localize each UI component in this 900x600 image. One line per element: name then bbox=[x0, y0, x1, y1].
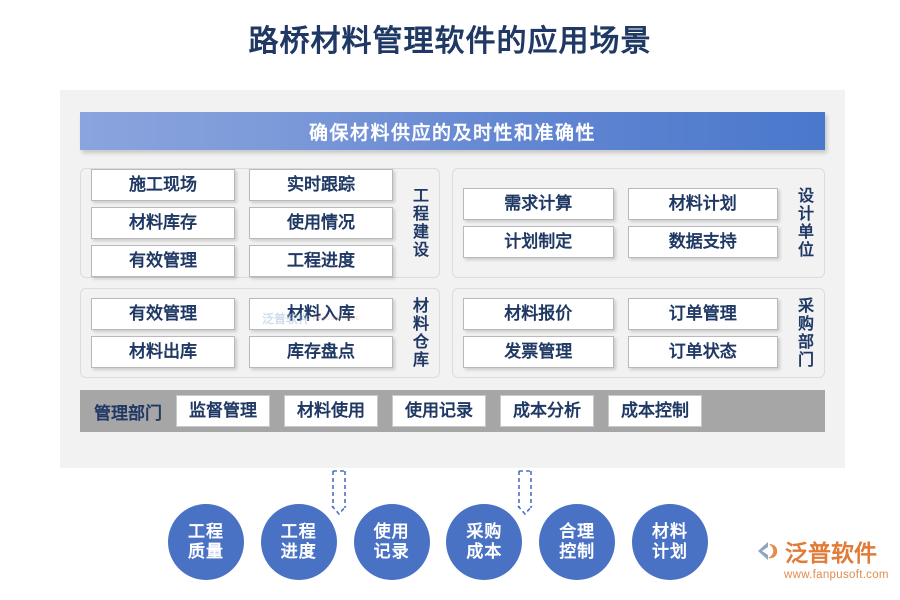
group-cells: 材料报价 订单管理 发票管理 订单状态 bbox=[453, 292, 786, 374]
cell-item[interactable]: 有效管理 bbox=[91, 298, 235, 330]
outcome-line-1: 材料 bbox=[651, 521, 688, 541]
outcome-line-1: 采购 bbox=[466, 521, 503, 541]
group-box-design-institute: 需求计算 材料计划 计划制定 数据支持 设计单位 bbox=[452, 168, 825, 278]
group-side-label: 采购部门 bbox=[795, 297, 812, 369]
outcome-circle[interactable]: 采购 成本 bbox=[446, 504, 523, 580]
cell-row: 发票管理 订单状态 bbox=[463, 336, 778, 368]
outcome-line-2: 记录 bbox=[373, 542, 410, 561]
cell-row: 施工现场 实时跟踪 bbox=[91, 169, 393, 201]
page-title: 路桥材料管理软件的应用场景 bbox=[248, 25, 652, 58]
group-cells: 需求计算 材料计划 计划制定 数据支持 bbox=[453, 182, 786, 264]
group-box-procurement-department: 材料报价 订单管理 发票管理 订单状态 采购部门 bbox=[452, 288, 825, 378]
diagram-panel: 确保材料供应的及时性和准确性 施工现场 实时跟踪 材料库存 使用情况 有效管理 … bbox=[60, 90, 845, 468]
cell-item[interactable]: 材料出库 bbox=[91, 336, 235, 368]
cell-item[interactable]: 订单管理 bbox=[627, 298, 778, 330]
cell-item[interactable]: 实时跟踪 bbox=[249, 169, 393, 201]
outcome-circle[interactable]: 工程 进度 bbox=[260, 504, 337, 580]
cell-item[interactable]: 计划制定 bbox=[463, 226, 614, 258]
outcome-circles: 工程 质量 工程 进度 使用 记录 采购 成本 合理 控制 材料 计划 bbox=[168, 498, 708, 586]
cell-item[interactable]: 施工现场 bbox=[91, 169, 235, 201]
outcome-line-2: 计划 bbox=[651, 542, 688, 561]
brand-url: www.fanpusoft.com bbox=[784, 569, 889, 581]
cell-row: 需求计算 材料计划 bbox=[463, 188, 778, 220]
cell-row: 有效管理 工程进度 bbox=[91, 245, 393, 277]
group-side-label: 材料仓库 bbox=[410, 297, 427, 369]
group-side-label: 设计单位 bbox=[795, 187, 812, 259]
watermark: 泛普软件 FANPU SOFTWARE bbox=[262, 310, 359, 327]
cell-item[interactable]: 使用情况 bbox=[249, 207, 393, 239]
management-bar-item[interactable]: 成本控制 bbox=[608, 395, 702, 427]
cell-item[interactable]: 材料报价 bbox=[463, 298, 614, 330]
outcome-line-1: 合理 bbox=[559, 521, 596, 541]
cell-item[interactable]: 需求计算 bbox=[463, 188, 614, 220]
brand-logo: 泛普软件 www.fanpusoft.com bbox=[756, 534, 892, 588]
cell-row: 计划制定 数据支持 bbox=[463, 226, 778, 258]
dashed-arrow-left-icon bbox=[331, 470, 347, 516]
cell-row: 材料出库 库存盘点 bbox=[91, 336, 393, 368]
outcome-line-1: 使用 bbox=[373, 521, 410, 541]
outcome-circle[interactable]: 材料 计划 bbox=[631, 504, 708, 580]
brand-logo-top: 泛普软件 bbox=[756, 534, 877, 568]
outcome-circle[interactable]: 合理 控制 bbox=[539, 504, 616, 580]
outcome-line-1: 工程 bbox=[280, 521, 317, 541]
cell-item[interactable]: 材料入库 bbox=[249, 298, 393, 330]
watermark-text: 泛普软件 bbox=[262, 312, 311, 326]
banner-headline: 确保材料供应的及时性和准确性 bbox=[80, 112, 825, 150]
cell-item[interactable]: 库存盘点 bbox=[249, 336, 393, 368]
management-bar-item[interactable]: 成本分析 bbox=[500, 395, 594, 427]
management-bar-item[interactable]: 监督管理 bbox=[176, 395, 270, 427]
cell-item[interactable]: 订单状态 bbox=[627, 336, 778, 368]
outcome-line-2: 成本 bbox=[466, 542, 503, 561]
watermark-subtext: FANPU SOFTWARE bbox=[313, 315, 360, 322]
group-cells: 施工现场 实时跟踪 材料库存 使用情况 有效管理 工程进度 bbox=[81, 163, 401, 283]
group-box-engineering-construction: 施工现场 实时跟踪 材料库存 使用情况 有效管理 工程进度 工程建设 bbox=[80, 168, 440, 278]
management-bar-label: 管理部门 bbox=[94, 403, 162, 423]
cell-item[interactable]: 数据支持 bbox=[627, 226, 778, 258]
cell-item[interactable]: 发票管理 bbox=[463, 336, 614, 368]
cell-item[interactable]: 有效管理 bbox=[91, 245, 235, 277]
cell-row: 材料库存 使用情况 bbox=[91, 207, 393, 239]
outcome-line-2: 质量 bbox=[188, 542, 224, 561]
dashed-arrow-right-icon bbox=[517, 470, 533, 516]
outcome-line-2: 控制 bbox=[559, 542, 596, 561]
management-bar-item[interactable]: 材料使用 bbox=[284, 395, 378, 427]
outcome-circle[interactable]: 使用 记录 bbox=[353, 504, 430, 580]
fanpu-mark-icon bbox=[758, 542, 778, 560]
cell-item[interactable]: 材料库存 bbox=[91, 207, 235, 239]
management-bar-item[interactable]: 使用记录 bbox=[392, 395, 486, 427]
group-cells: 有效管理 材料入库 材料出库 库存盘点 bbox=[81, 292, 401, 374]
cell-item[interactable]: 材料计划 bbox=[627, 188, 778, 220]
banner-text: 确保材料供应的及时性和准确性 bbox=[308, 122, 596, 144]
outcome-line-1: 工程 bbox=[188, 521, 224, 541]
cell-row: 有效管理 材料入库 bbox=[91, 298, 393, 330]
group-side-label: 工程建设 bbox=[410, 187, 427, 259]
outcome-line-2: 进度 bbox=[280, 542, 317, 561]
management-bar: 管理部门 监督管理 材料使用 使用记录 成本分析 成本控制 bbox=[80, 390, 825, 432]
cell-item[interactable]: 工程进度 bbox=[249, 245, 393, 277]
cell-row: 材料报价 订单管理 bbox=[463, 298, 778, 330]
group-box-material-warehouse: 有效管理 材料入库 材料出库 库存盘点 材料仓库 bbox=[80, 288, 440, 378]
brand-name: 泛普软件 bbox=[785, 540, 877, 566]
outcome-circle[interactable]: 工程 质量 bbox=[168, 504, 244, 580]
